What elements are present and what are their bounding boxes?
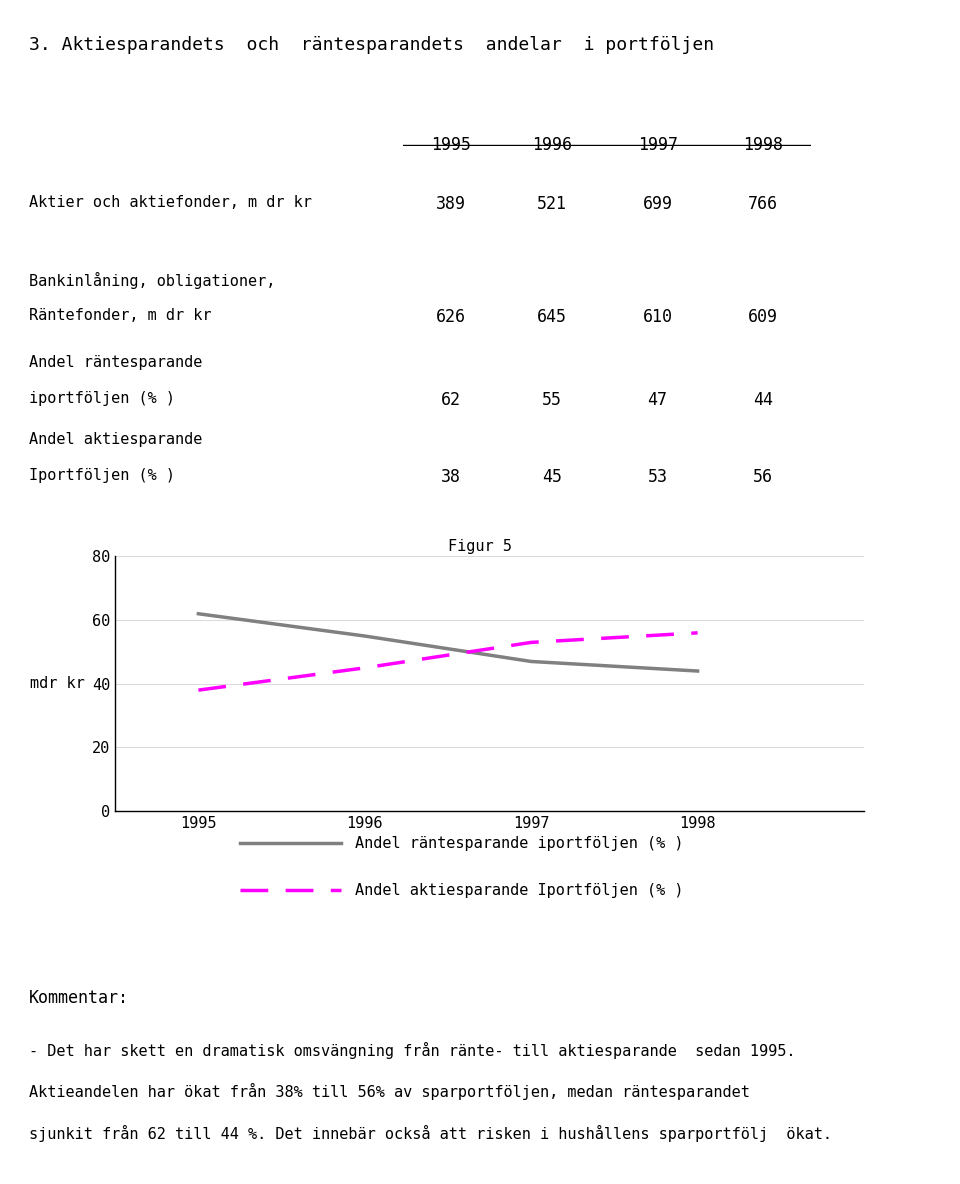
Text: Andel räntesparande iportföljen (% ): Andel räntesparande iportföljen (% ) — [355, 836, 684, 850]
Text: 766: 766 — [748, 195, 779, 213]
Text: 1996: 1996 — [532, 136, 572, 154]
Text: 1995: 1995 — [431, 136, 471, 154]
Text: 56: 56 — [754, 468, 773, 485]
Text: 38: 38 — [442, 468, 461, 485]
Text: Andel aktiesparande Iportföljen (% ): Andel aktiesparande Iportföljen (% ) — [355, 883, 684, 897]
Text: 1998: 1998 — [743, 136, 783, 154]
Text: iportföljen (% ): iportföljen (% ) — [29, 391, 175, 406]
Text: Aktier och aktiefonder, m dr kr: Aktier och aktiefonder, m dr kr — [29, 195, 312, 211]
Y-axis label: mdr kr: mdr kr — [30, 676, 84, 691]
Text: 55: 55 — [542, 391, 562, 408]
Text: 45: 45 — [542, 468, 562, 485]
Text: 521: 521 — [537, 195, 567, 213]
Text: sjunkit från 62 till 44 %. Det innebär också att risken i hushållens sparportföl: sjunkit från 62 till 44 %. Det innebär o… — [29, 1125, 831, 1141]
Text: 609: 609 — [748, 308, 779, 326]
Text: - Det har skett en dramatisk omsvängning från ränte- till aktiesparande  sedan 1: - Det har skett en dramatisk omsvängning… — [29, 1042, 795, 1058]
Text: 389: 389 — [436, 195, 467, 213]
Text: Kommentar:: Kommentar: — [29, 989, 129, 1006]
Text: 1997: 1997 — [637, 136, 678, 154]
Text: Bankinlåning, obligationer,: Bankinlåning, obligationer, — [29, 272, 276, 289]
Text: Aktieandelen har ökat från 38% till 56% av sparportföljen, medan räntesparandet: Aktieandelen har ökat från 38% till 56% … — [29, 1083, 750, 1100]
Text: 645: 645 — [537, 308, 567, 326]
Text: 610: 610 — [642, 308, 673, 326]
Text: 53: 53 — [648, 468, 667, 485]
Text: Figur 5: Figur 5 — [448, 539, 512, 554]
Text: 44: 44 — [754, 391, 773, 408]
Text: Andel aktiesparande: Andel aktiesparande — [29, 432, 203, 448]
Text: 699: 699 — [642, 195, 673, 213]
Text: 626: 626 — [436, 308, 467, 326]
Text: Iportföljen (% ): Iportföljen (% ) — [29, 468, 175, 483]
Text: 3. Aktiesparandets  och  räntesparandets  andelar  i portföljen: 3. Aktiesparandets och räntesparandets a… — [29, 36, 714, 53]
Text: 47: 47 — [648, 391, 667, 408]
Text: Andel räntesparande: Andel räntesparande — [29, 355, 203, 371]
Text: Räntefonder, m dr kr: Räntefonder, m dr kr — [29, 308, 211, 323]
Text: 62: 62 — [442, 391, 461, 408]
